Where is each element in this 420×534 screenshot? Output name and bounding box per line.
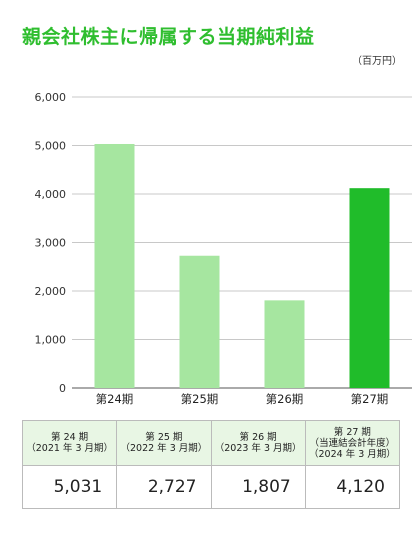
x-tick-label: 第25期 <box>181 392 219 406</box>
table-header-cell: 第 26 期 （2023 年 3 月期） <box>210 420 306 466</box>
y-tick-label: 3,000 <box>35 237 67 250</box>
y-tick-label: 6,000 <box>35 91 67 104</box>
x-tick-label: 第24期 <box>96 392 134 406</box>
table-header-row: 第 24 期 （2021 年 3 月期） 第 25 期 （2022 年 3 月期… <box>21 420 401 466</box>
table-value-cell: 4,120 <box>304 465 401 509</box>
table-value-row: 5,031 2,727 1,807 4,120 <box>21 465 401 509</box>
y-tick-label: 5,000 <box>35 140 67 153</box>
table-header-cell: 第 27 期 （当連結会計年度） （2024 年 3 月期） <box>304 420 401 466</box>
y-tick-label: 0 <box>59 382 66 395</box>
chart-title: 親会社株主に帰属する当期純利益 <box>22 26 315 48</box>
x-tick-label: 第26期 <box>266 392 304 406</box>
bar <box>94 143 135 388</box>
data-table: 第 24 期 （2021 年 3 月期） 第 25 期 （2022 年 3 月期… <box>21 420 401 509</box>
bar <box>264 300 305 388</box>
unit-label: （百万円） <box>352 56 402 67</box>
bar-chart: 0 1,000 2,000 3,000 4,000 5,000 6,000 第24期 第25期 第… <box>35 91 412 406</box>
y-tick-label: 1,000 <box>35 334 67 347</box>
bar <box>349 188 390 388</box>
x-tick-label: 第27期 <box>351 392 389 406</box>
table-header-cell: 第 25 期 （2022 年 3 月期） <box>116 420 212 466</box>
y-tick-label: 4,000 <box>35 188 67 201</box>
table-value-cell: 5,031 <box>21 465 118 509</box>
y-tick-label: 2,000 <box>35 285 67 298</box>
table-value-cell: 2,727 <box>116 465 212 509</box>
table-header-cell: 第 24 期 （2021 年 3 月期） <box>21 420 118 466</box>
table-value-cell: 1,807 <box>210 465 306 509</box>
bar <box>179 255 220 388</box>
